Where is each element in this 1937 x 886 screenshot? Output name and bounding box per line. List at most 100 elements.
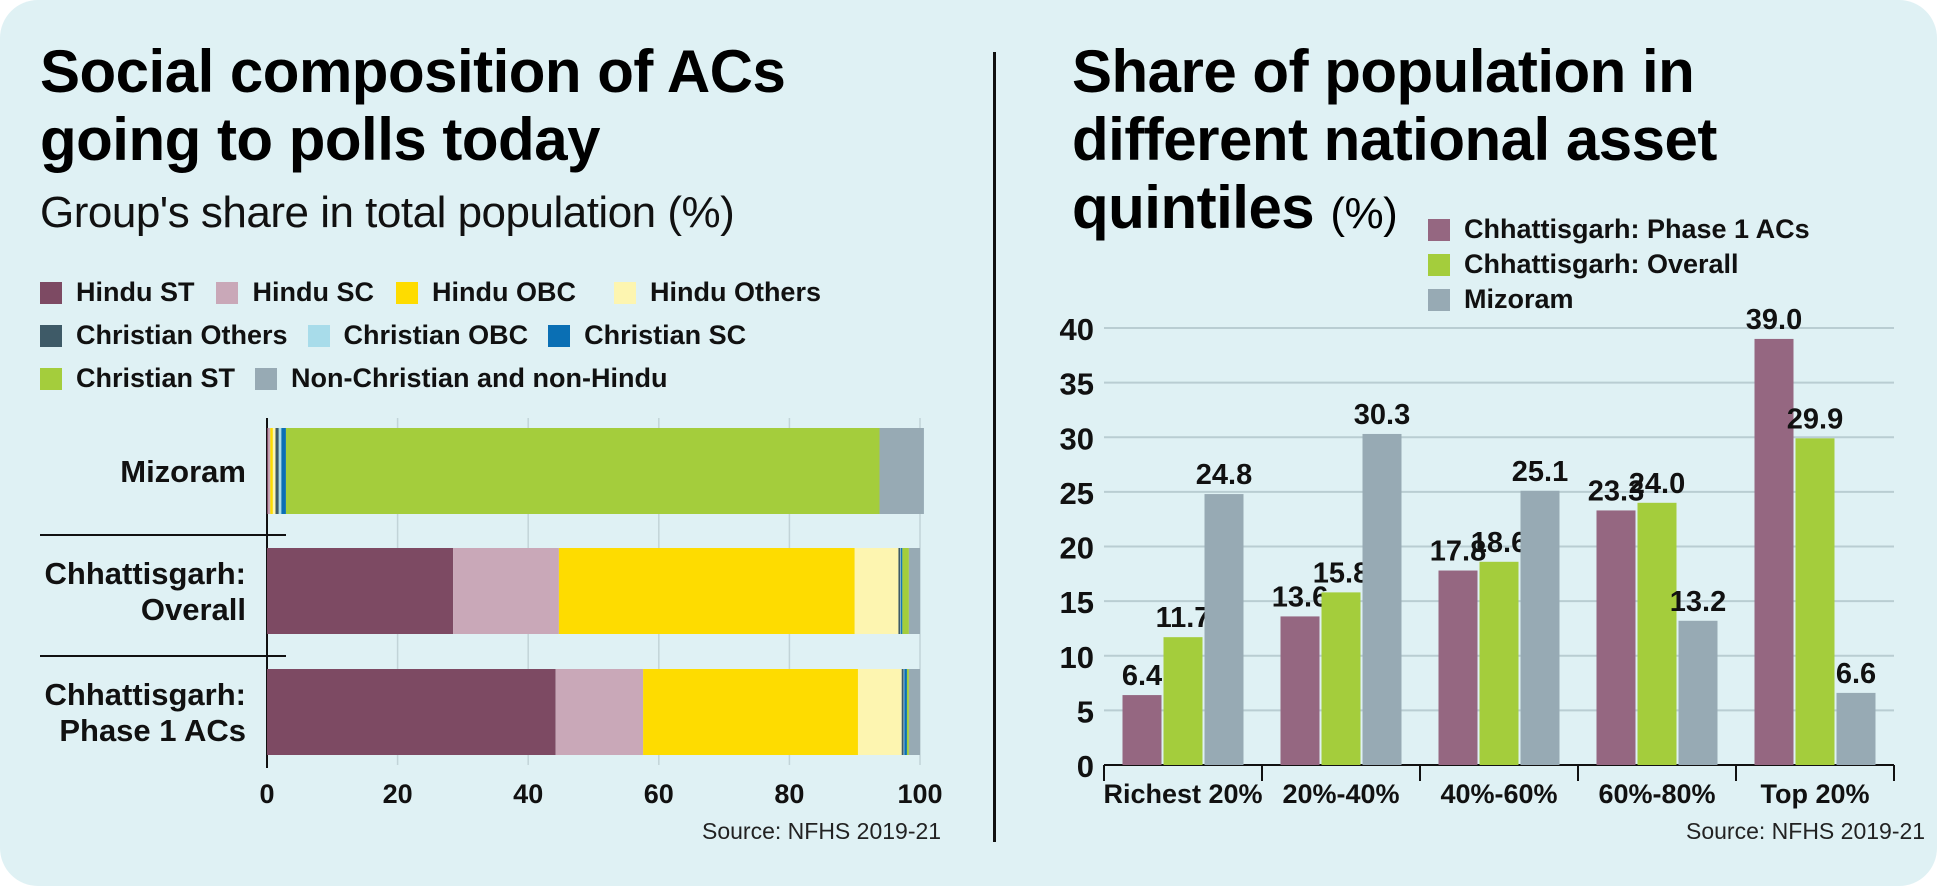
legend-swatch	[1428, 288, 1450, 311]
bar-segment-hindu-obc	[643, 669, 858, 755]
legend-swatch	[395, 281, 418, 304]
left-chart-subtitle: Group's share in total population (%)	[40, 188, 735, 237]
bar-segment-christian-sc	[904, 669, 907, 755]
legend-item-christian-st: Christian ST	[40, 363, 235, 394]
left-source-note: Source: NFHS 2019-21	[702, 818, 942, 844]
data-label: 11.7	[1156, 602, 1211, 634]
left-legend-row-2: Christian Others Christian OBC Christian…	[40, 320, 746, 351]
right-legend-item-overall: Chhattisgarh: Overall	[1428, 249, 1739, 280]
bar-mizoram	[1520, 490, 1560, 765]
left-legend-row-1: Hindu ST Hindu SC Hindu OBC Hindu Others	[40, 277, 821, 308]
legend-label: Christian Others	[76, 320, 288, 350]
data-label: 25.1	[1512, 456, 1568, 488]
y-tick-label: 10	[1060, 640, 1094, 675]
legend-item-hindu-obc: Hindu OBC	[395, 277, 576, 308]
data-label: 13.6	[1272, 581, 1328, 613]
legend-swatch	[40, 367, 62, 390]
y-tick-label: 30	[1060, 421, 1094, 456]
bar-segment-christian-obc	[278, 428, 282, 514]
left-chart-title: Social composition of ACs going to polls…	[40, 38, 860, 174]
y-tick-label: 20	[1060, 531, 1094, 566]
bar-segment-non-christian-and-non-hindu	[908, 548, 920, 634]
x-category-label: Richest 20%	[1103, 779, 1262, 809]
y-tick-label: 35	[1060, 367, 1094, 402]
legend-label: Christian ST	[76, 363, 236, 393]
legend-label: Christian OBC	[343, 320, 529, 350]
bar-segment-hindu-others	[272, 428, 276, 514]
bar-segment-hindu-sc	[453, 548, 559, 634]
data-label: 29.9	[1787, 403, 1843, 435]
legend-swatch	[40, 281, 62, 304]
bar-mizoram	[1362, 433, 1402, 765]
stacked-bar-chart: MizoramChhattisgarh:OverallChhattisgarh:…	[40, 418, 943, 809]
bar-segment-christian-others	[901, 669, 904, 755]
bar-segment-hindu-st	[267, 669, 556, 755]
x-category-label: 20%-40%	[1282, 779, 1399, 809]
panel-divider	[993, 52, 996, 842]
data-label: 18.6	[1471, 527, 1527, 559]
right-title-line-2: different national asset	[1072, 106, 1717, 173]
bar-chhattisgarh-overall	[1163, 637, 1203, 765]
bar-mizoram	[1836, 692, 1876, 765]
x-tick-label: 100	[897, 779, 942, 809]
bar-chhattisgarh-phase-1-acs	[1122, 695, 1162, 765]
data-label: 23.3	[1588, 475, 1644, 507]
bar-segment-hindu-others	[854, 548, 899, 634]
legend-label: Hindu Others	[649, 277, 821, 307]
legend-swatch	[255, 367, 278, 390]
bar-segment-hindu-sc	[555, 669, 644, 755]
bar-chhattisgarh-phase-1-acs	[1280, 616, 1320, 765]
x-category-label: 60%-80%	[1598, 779, 1715, 809]
bar-segment-christian-obc	[900, 548, 902, 634]
bar-segment-christian-st	[906, 669, 909, 755]
y-tick-label: 40	[1060, 312, 1094, 347]
legend-swatch	[548, 324, 571, 347]
legend-swatch	[613, 281, 636, 304]
data-label: 15.8	[1313, 557, 1369, 589]
bar-chhattisgarh-phase-1-acs	[1438, 570, 1478, 765]
y-tick-label: 25	[1060, 476, 1094, 511]
bar-segment-christian-st	[285, 428, 880, 514]
bar-chhattisgarh-overall	[1637, 502, 1677, 765]
left-title-line-2: going to polls today	[40, 106, 600, 173]
bar-segment-hindu-sc	[268, 428, 271, 514]
legend-label: Non-Christian and non-Hindu	[291, 363, 668, 393]
x-tick-label: 80	[774, 779, 804, 809]
category-label: Phase 1 ACs	[59, 713, 246, 748]
bar-segment-non-christian-and-non-hindu	[879, 428, 924, 514]
x-tick-label: 20	[383, 779, 413, 809]
category-label: Chhattisgarh:	[45, 556, 247, 591]
bar-segment-hindu-obc	[558, 548, 855, 634]
legend-label: Hindu OBC	[431, 277, 576, 307]
legend-item-hindu-others: Hindu Others	[613, 277, 821, 308]
y-tick-label: 0	[1077, 749, 1094, 784]
legend-item-hindu-sc: Hindu SC	[216, 277, 374, 308]
data-label: 24.0	[1629, 468, 1685, 500]
bar-segment-christian-obc	[903, 669, 905, 755]
right-source-note: Source: NFHS 2019-21	[1686, 818, 1926, 844]
bar-segment-christian-others	[275, 428, 279, 514]
right-title-line-1: Share of population in	[1072, 38, 1695, 105]
legend-label: Mizoram	[1464, 284, 1574, 314]
x-tick-label: 0	[259, 779, 274, 809]
legend-item-non-christian-non-hindu: Non-Christian and non-Hindu	[255, 363, 667, 394]
legend-label: Hindu ST	[76, 277, 195, 307]
legend-swatch	[40, 324, 62, 347]
bar-segment-hindu-st	[267, 428, 269, 514]
legend-item-hindu-st: Hindu ST	[40, 277, 194, 308]
legend-swatch	[307, 324, 330, 347]
bar-mizoram	[1204, 494, 1244, 765]
legend-swatch	[1428, 218, 1450, 241]
bar-segment-christian-sc	[281, 428, 286, 514]
category-label: Overall	[141, 592, 246, 627]
right-title-line-3: quintiles	[1072, 174, 1315, 241]
legend-item-christian-others: Christian Others	[40, 320, 288, 351]
x-category-label: 40%-60%	[1440, 779, 1557, 809]
bar-chhattisgarh-phase-1-acs	[1596, 510, 1636, 765]
right-legend-item-phase1: Chhattisgarh: Phase 1 ACs	[1428, 214, 1810, 245]
data-label: 17.8	[1430, 536, 1486, 568]
bar-segment-christian-others	[898, 548, 901, 634]
bar-chhattisgarh-phase-1-acs	[1754, 338, 1794, 765]
